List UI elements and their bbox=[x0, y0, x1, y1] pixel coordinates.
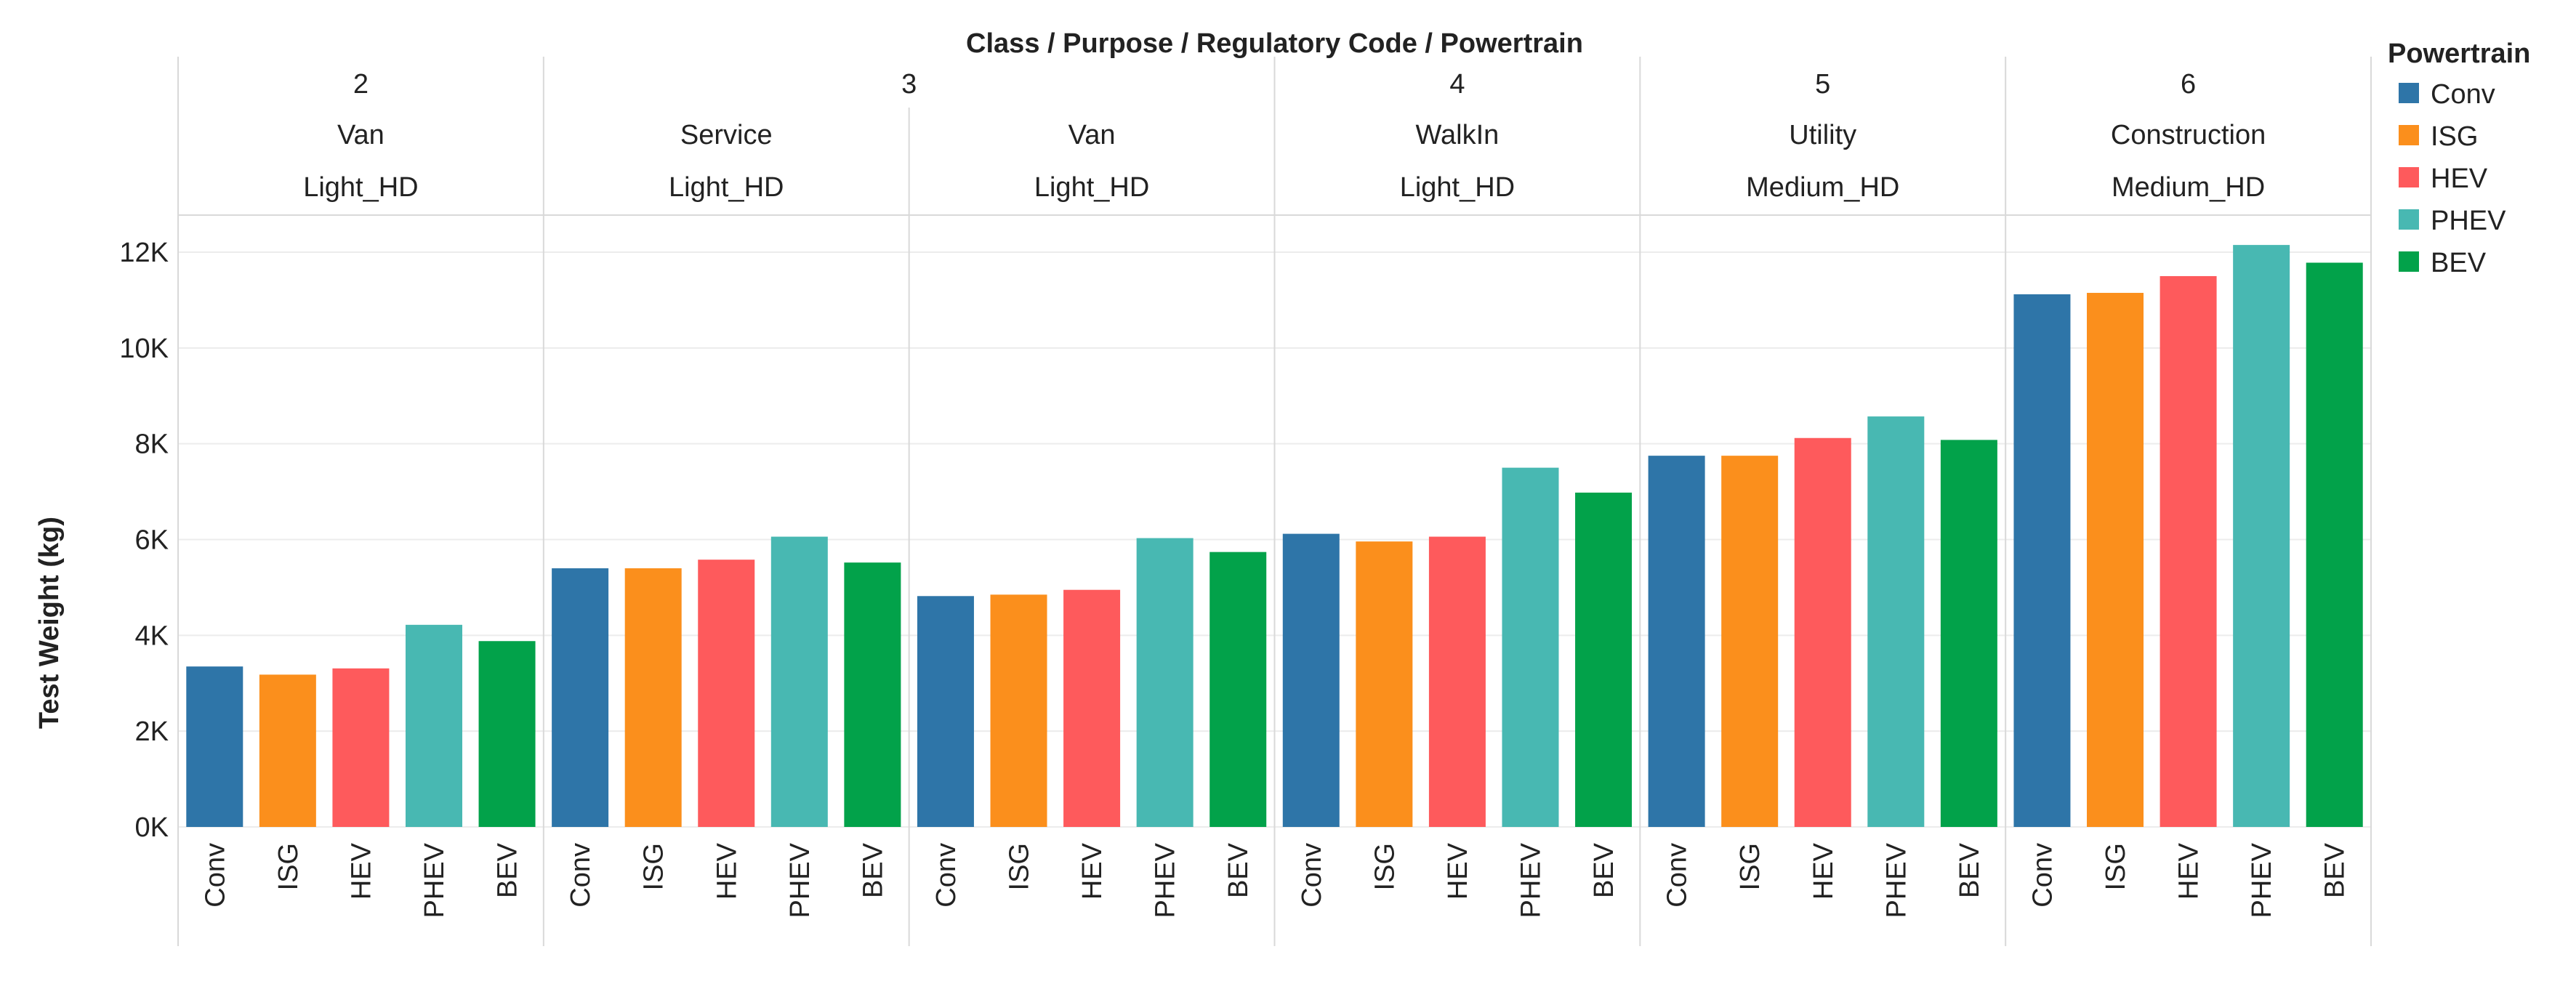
y-tick-label: 10K bbox=[119, 334, 169, 364]
regulatory-code-label: Light_HD bbox=[1034, 172, 1149, 203]
legend-swatch-phev bbox=[2399, 209, 2419, 230]
bar-construction-bev bbox=[2306, 262, 2363, 827]
regulatory-code-label: Light_HD bbox=[669, 172, 784, 203]
x-tick-label: Conv bbox=[1662, 843, 1693, 908]
header-title: Class / Purpose / Regulatory Code / Powe… bbox=[966, 28, 1583, 59]
x-tick-label: HEV bbox=[1077, 842, 1108, 900]
y-axis-label: Test Weight (kg) bbox=[34, 517, 65, 729]
bar-utility-isg bbox=[1721, 456, 1779, 827]
bar-service-conv bbox=[552, 568, 609, 827]
x-tick-label: Conv bbox=[565, 843, 596, 908]
y-tick-label: 6K bbox=[135, 525, 169, 556]
bar-utility-hev bbox=[1794, 437, 1851, 827]
x-tick-label: PHEV bbox=[1151, 842, 1181, 918]
legend-label-hev: HEV bbox=[2431, 164, 2488, 194]
y-tick-label: 2K bbox=[135, 716, 169, 747]
x-tick-label: ISG bbox=[2101, 843, 2131, 890]
legend-label-conv: Conv bbox=[2431, 79, 2495, 110]
purpose-label: Van bbox=[337, 120, 385, 150]
bar-van-phev bbox=[1136, 538, 1194, 827]
regulatory-code-label: Medium_HD bbox=[2112, 172, 2265, 203]
x-tick-label: ISG bbox=[639, 843, 669, 890]
class-label-6: 6 bbox=[2181, 69, 2196, 100]
x-tick-label: HEV bbox=[1443, 842, 1473, 900]
bar-van-hev bbox=[1063, 589, 1121, 827]
bar-walkin-conv bbox=[1282, 533, 1340, 827]
x-tick-label: HEV bbox=[346, 842, 377, 900]
regulatory-code-label: Medium_HD bbox=[1746, 172, 1899, 203]
legend-swatch-hev bbox=[2399, 167, 2419, 187]
x-tick-label: PHEV bbox=[1516, 842, 1546, 918]
class-label-2: 2 bbox=[353, 69, 369, 100]
x-tick-label: Conv bbox=[2027, 843, 2058, 908]
bar-service-isg bbox=[624, 568, 682, 827]
x-tick-label: Conv bbox=[931, 843, 962, 908]
x-tick-label: HEV bbox=[1808, 842, 1839, 900]
regulatory-code-label: Light_HD bbox=[303, 172, 418, 203]
bar-construction-conv bbox=[2013, 294, 2071, 827]
bar-van-conv bbox=[186, 666, 243, 827]
x-tick-label: ISG bbox=[273, 843, 304, 890]
x-tick-label: PHEV bbox=[419, 842, 450, 918]
bar-service-phev bbox=[770, 536, 828, 827]
bar-van-hev bbox=[332, 668, 390, 827]
bar-service-hev bbox=[698, 560, 755, 827]
bar-utility-bev bbox=[1940, 440, 1997, 827]
purpose-label: Van bbox=[1068, 120, 1116, 150]
bar-utility-phev bbox=[1867, 416, 1925, 827]
bar-van-isg bbox=[990, 594, 1047, 827]
class-label-3: 3 bbox=[901, 69, 917, 100]
legend-swatch-conv bbox=[2399, 83, 2419, 103]
legend-label-isg: ISG bbox=[2431, 121, 2478, 152]
x-tick-label: PHEV bbox=[785, 842, 816, 918]
x-tick-label: BEV bbox=[493, 842, 523, 898]
x-tick-label: BEV bbox=[2320, 842, 2351, 898]
x-tick-label: BEV bbox=[1955, 842, 1985, 898]
bar-walkin-phev bbox=[1502, 467, 1559, 827]
x-tick-label: PHEV bbox=[2247, 842, 2277, 918]
regulatory-code-label: Light_HD bbox=[1400, 172, 1515, 203]
class-label-5: 5 bbox=[1815, 69, 1830, 100]
bar-van-phev bbox=[405, 624, 462, 827]
bar-walkin-hev bbox=[1428, 536, 1486, 827]
y-tick-label: 12K bbox=[119, 238, 169, 268]
x-tick-label: PHEV bbox=[1881, 842, 1912, 918]
legend-label-bev: BEV bbox=[2431, 248, 2487, 278]
legend-label-phev: PHEV bbox=[2431, 206, 2506, 236]
x-tick-label: BEV bbox=[1223, 842, 1254, 898]
bar-walkin-isg bbox=[1356, 541, 1413, 827]
bar-van-isg bbox=[259, 674, 316, 827]
x-tick-label: Conv bbox=[1297, 843, 1327, 908]
x-tick-label: Conv bbox=[200, 843, 230, 908]
bar-construction-isg bbox=[2087, 293, 2144, 827]
x-tick-label: HEV bbox=[712, 842, 742, 900]
bar-construction-hev bbox=[2160, 275, 2217, 827]
bar-utility-conv bbox=[1648, 456, 1705, 827]
legend-swatch-isg bbox=[2399, 125, 2419, 145]
y-tick-label: 4K bbox=[135, 621, 169, 651]
y-tick-label: 8K bbox=[135, 429, 169, 460]
bar-walkin-bev bbox=[1575, 492, 1633, 827]
purpose-label: Utility bbox=[1789, 120, 1856, 150]
bar-service-bev bbox=[844, 562, 901, 827]
bar-construction-phev bbox=[2233, 245, 2290, 827]
y-tick-label: 0K bbox=[135, 812, 169, 843]
x-tick-label: ISG bbox=[1005, 843, 1035, 890]
legend-swatch-bev bbox=[2399, 251, 2419, 272]
x-tick-label: ISG bbox=[1369, 843, 1400, 890]
purpose-label: WalkIn bbox=[1416, 120, 1500, 150]
x-tick-label: HEV bbox=[2174, 842, 2205, 900]
legend-title: Powertrain bbox=[2388, 39, 2530, 69]
x-tick-label: BEV bbox=[1589, 842, 1619, 898]
purpose-label: Construction bbox=[2111, 120, 2266, 150]
bar-van-bev bbox=[478, 641, 536, 827]
bar-van-bev bbox=[1209, 552, 1267, 827]
purpose-label: Service bbox=[680, 120, 773, 150]
class-label-4: 4 bbox=[1449, 69, 1465, 100]
x-tick-label: ISG bbox=[1735, 843, 1766, 890]
x-tick-label: BEV bbox=[858, 842, 888, 898]
bar-van-conv bbox=[917, 596, 974, 827]
